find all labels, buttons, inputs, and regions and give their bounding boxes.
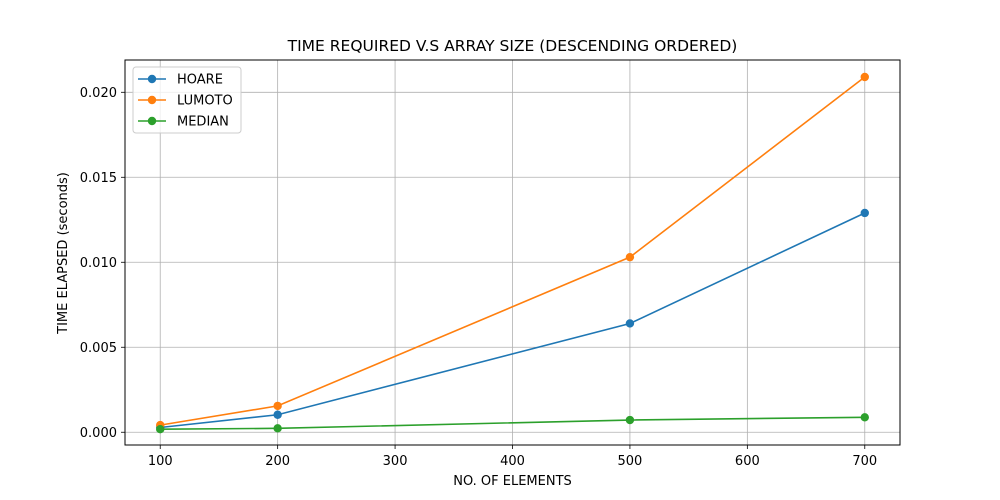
y-axis-label: TIME ELAPSED (seconds) [56, 172, 71, 335]
legend-marker-hoare [147, 74, 157, 84]
legend-box [132, 66, 242, 134]
y-tick-label: 0.010 [80, 256, 117, 271]
data-point-hoare [625, 319, 635, 328]
x-tick-label: 300 [383, 454, 408, 469]
x-tick-label: 700 [852, 454, 877, 469]
data-point-lumoto [860, 72, 869, 82]
x-axis-label: NO. OF ELEMENTS [453, 474, 572, 489]
data-point-median [860, 413, 869, 422]
x-tick-label: 400 [500, 454, 525, 469]
legend-label-lumoto: LUMOTO [177, 94, 233, 109]
series-line-median [160, 416, 865, 430]
legend-label-median: MEDIAN [177, 115, 229, 130]
series-line-hoare [160, 212, 866, 429]
legend-label-hoare: HOARE [177, 73, 223, 88]
y-tick-label: 0.015 [80, 171, 117, 186]
y-axis: 0.000 0.005 0.010 0.015 0.020 [80, 86, 125, 441]
data-point-hoare [273, 410, 282, 419]
data-point-median [156, 424, 165, 434]
series-line-lumoto [160, 76, 866, 426]
series-layer [156, 72, 869, 434]
y-tick-label: 0.005 [80, 341, 117, 356]
legend-marker-lumoto [147, 95, 157, 105]
data-point-hoare [860, 208, 869, 218]
y-tick-label: 0.000 [80, 426, 117, 441]
data-point-median [625, 415, 635, 425]
legend-item-hoare: HOARE [138, 73, 223, 88]
chart-title: TIME REQUIRED V.S ARRAY SIZE (DESCENDING… [287, 37, 738, 55]
series-median [156, 413, 869, 434]
grid [125, 60, 900, 445]
x-axis: 100 200 300 400 500 600 700 [148, 445, 877, 469]
legend-item-median: MEDIAN [138, 115, 229, 130]
x-tick-label: 600 [735, 454, 760, 469]
legend: HOARE LUMOTO MEDIAN [132, 66, 242, 134]
legend-item-lumoto: LUMOTO [138, 94, 233, 109]
y-tick-label: 0.020 [80, 86, 117, 101]
x-tick-label: 200 [265, 454, 290, 469]
legend-marker-median [147, 116, 157, 126]
x-tick-label: 500 [618, 454, 643, 469]
x-tick-label: 100 [148, 454, 173, 469]
data-point-lumoto [625, 252, 635, 262]
data-point-lumoto [273, 401, 282, 411]
data-point-median [273, 424, 282, 433]
